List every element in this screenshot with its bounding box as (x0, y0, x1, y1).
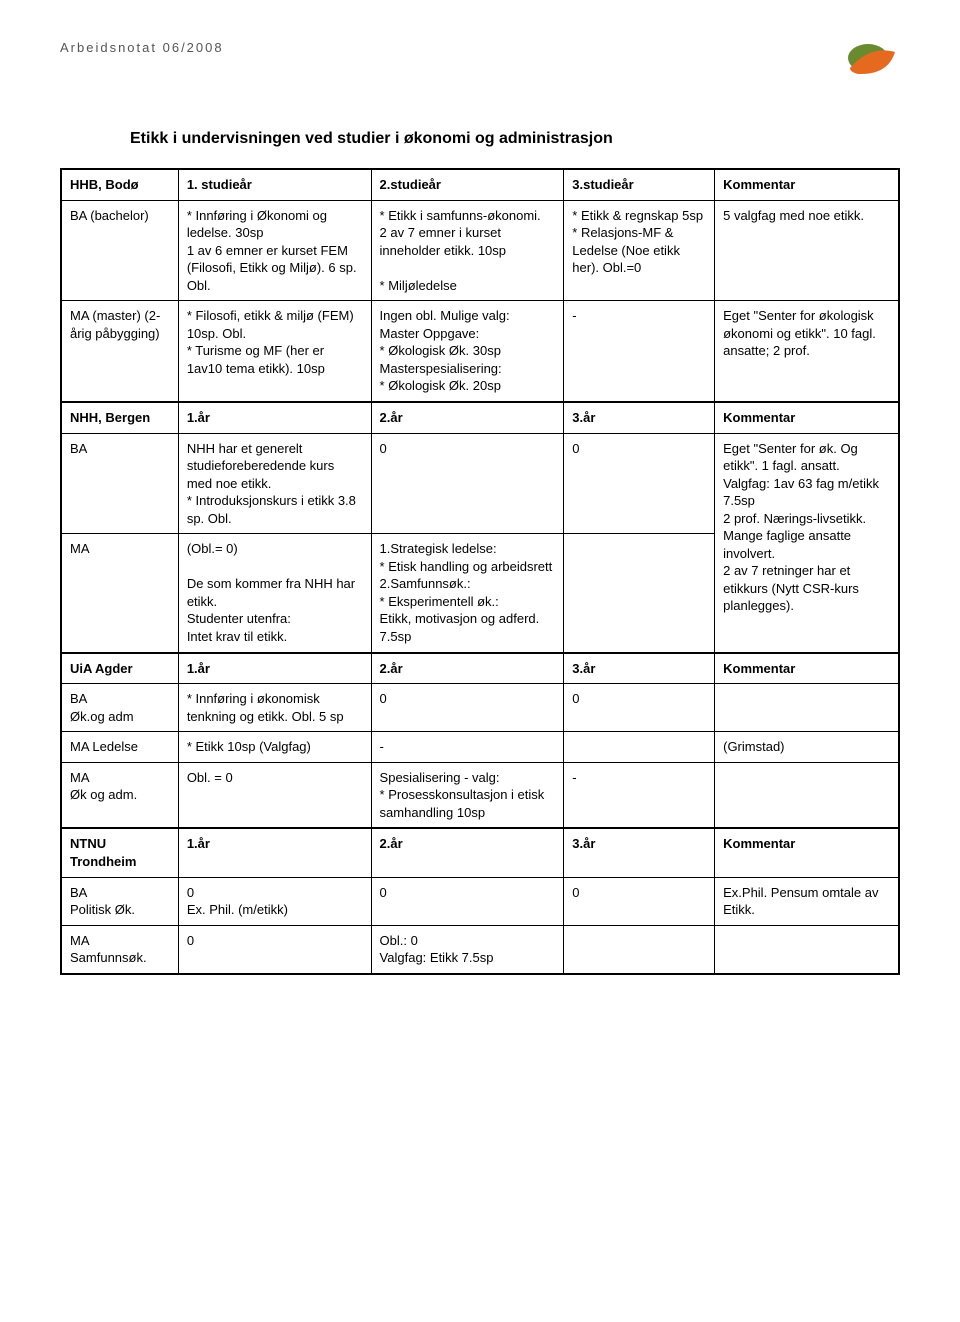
table-row: MA (master) (2-årig påbygging) * Filosof… (61, 301, 899, 402)
cell: * Innføring i Økonomi og ledelse. 30sp1 … (178, 200, 371, 301)
cell (715, 684, 899, 732)
cell: * Filosofi, etikk & miljø (FEM) 10sp. Ob… (178, 301, 371, 402)
ethics-table: HHB, Bodø 1. studieår 2.studieår 3.studi… (60, 168, 900, 975)
cell: 1.år (178, 653, 371, 684)
page-title: Etikk i undervisningen ved studier i øko… (130, 130, 900, 148)
cell: BA (bachelor) (61, 200, 178, 301)
cell: 0 (564, 433, 715, 534)
cell: 1.år (178, 828, 371, 877)
text-top: Eget "Senter for øk. Og etikk". 1 fagl. … (723, 441, 879, 561)
cell: Kommentar (715, 402, 899, 433)
cell: 1.Strategisk ledelse:* Etisk handling og… (371, 534, 564, 653)
cell (564, 534, 715, 653)
cell: * Etikk i samfunns-økonomi.2 av 7 emner … (371, 200, 564, 301)
table-row: BAPolitisk Øk. 0Ex. Phil. (m/etikk) 0 0 … (61, 877, 899, 925)
cell: 3.studieår (564, 169, 715, 200)
cell: MASamfunnsøk. (61, 925, 178, 974)
cell: BAØk.og adm (61, 684, 178, 732)
cell: 0 (564, 684, 715, 732)
cell: * Innføring i økonomisk tenkning og etik… (178, 684, 371, 732)
cell: MAØk og adm. (61, 762, 178, 828)
table-row: BA NHH har et generelt studieforebereden… (61, 433, 899, 534)
cell: BA (61, 433, 178, 534)
cell: 0 (371, 877, 564, 925)
cell: 1. studieår (178, 169, 371, 200)
cell: Eget "Senter for øk. Og etikk". 1 fagl. … (715, 433, 899, 653)
cell: Spesialisering - valg:* Prosesskonsultas… (371, 762, 564, 828)
cell (564, 732, 715, 763)
cell (715, 762, 899, 828)
cell: Obl. = 0 (178, 762, 371, 828)
cell: 1.år (178, 402, 371, 433)
table-row: MAØk og adm. Obl. = 0 Spesialisering - v… (61, 762, 899, 828)
cell: - (564, 762, 715, 828)
cell: 2.år (371, 828, 564, 877)
cell: Kommentar (715, 828, 899, 877)
table-row: BAØk.og adm * Innføring i økonomisk tenk… (61, 684, 899, 732)
cell (564, 925, 715, 974)
cell (715, 925, 899, 974)
cell: Kommentar (715, 653, 899, 684)
cell: 0 (371, 684, 564, 732)
cell: 2.år (371, 653, 564, 684)
text-bot: 2 av 7 retninger har et etikkurs (Nytt C… (723, 563, 859, 613)
table-row: MASamfunnsøk. 0 Obl.: 0Valgfag: Etikk 7.… (61, 925, 899, 974)
cell: (Grimstad) (715, 732, 899, 763)
cell: Ingen obl. Mulige valg:Master Oppgave:* … (371, 301, 564, 402)
table-row: NTNU Trondheim 1.år 2.år 3.år Kommentar (61, 828, 899, 877)
cell: - (564, 301, 715, 402)
doc-label: Arbeidsnotat 06/2008 (60, 40, 224, 55)
cell: BAPolitisk Øk. (61, 877, 178, 925)
cell: 2.studieår (371, 169, 564, 200)
cell: 3.år (564, 828, 715, 877)
cell: * Etikk 10sp (Valgfag) (178, 732, 371, 763)
table-row: HHB, Bodø 1. studieår 2.studieår 3.studi… (61, 169, 899, 200)
cell: Kommentar (715, 169, 899, 200)
cell: Obl.: 0Valgfag: Etikk 7.5sp (371, 925, 564, 974)
cell: NTNU Trondheim (61, 828, 178, 877)
cell: 0Ex. Phil. (m/etikk) (178, 877, 371, 925)
cell: 3.år (564, 653, 715, 684)
table-row: NHH, Bergen 1.år 2.år 3.år Kommentar (61, 402, 899, 433)
table-row: BA (bachelor) * Innføring i Økonomi og l… (61, 200, 899, 301)
cell: MA Ledelse (61, 732, 178, 763)
cell: NHH har et generelt studieforeberedende … (178, 433, 371, 534)
cell: NHH, Bergen (61, 402, 178, 433)
cell: (Obl.= 0)De som kommer fra NHH har etikk… (178, 534, 371, 653)
cell: MA (61, 534, 178, 653)
cell: 5 valgfag med noe etikk. (715, 200, 899, 301)
cell: 2.år (371, 402, 564, 433)
cell: HHB, Bodø (61, 169, 178, 200)
cell: 0 (564, 877, 715, 925)
cell: 3.år (564, 402, 715, 433)
cell: UiA Agder (61, 653, 178, 684)
table-row: MA Ledelse * Etikk 10sp (Valgfag) - (Gri… (61, 732, 899, 763)
cell: Eget "Senter for økologisk økonomi og et… (715, 301, 899, 402)
cell: * Etikk & regnskap 5sp* Relasjons-MF & L… (564, 200, 715, 301)
cell: 0 (178, 925, 371, 974)
table-row: UiA Agder 1.år 2.år 3.år Kommentar (61, 653, 899, 684)
cell: Ex.Phil. Pensum omtale av Etikk. (715, 877, 899, 925)
logo (840, 40, 900, 80)
cell: MA (master) (2-årig påbygging) (61, 301, 178, 402)
cell: - (371, 732, 564, 763)
cell: 0 (371, 433, 564, 534)
